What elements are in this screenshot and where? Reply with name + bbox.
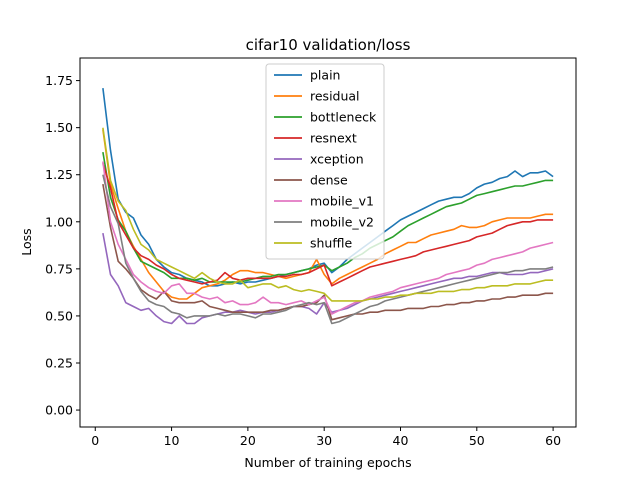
x-tick-label: 60 — [545, 433, 561, 448]
series-line-shuffle — [102, 127, 554, 302]
legend-label: xception — [310, 152, 364, 167]
x-tick-label: 10 — [164, 433, 180, 448]
x-tick-label: 0 — [91, 433, 99, 448]
y-axis-label: Loss — [19, 228, 34, 255]
y-tick-label: 0.50 — [45, 308, 73, 323]
plot-frame — [79, 57, 577, 428]
series-line-mobile-v1 — [102, 161, 554, 315]
x-tick-label: 50 — [469, 433, 485, 448]
axes: 0 10 20 30 40 50 60 0.00 0.25 0.50 0.75 1.00 1.25 1.5… — [45, 73, 561, 448]
legend-label: shuffle — [310, 236, 352, 251]
plot-lines — [102, 88, 554, 325]
series-line-mobile-v2 — [102, 174, 554, 325]
series-line-resnext — [102, 163, 554, 287]
x-tick-label: 20 — [240, 433, 256, 448]
y-tick-label: 1.25 — [45, 167, 73, 182]
x-tick-label: 40 — [393, 433, 409, 448]
legend-label: dense — [310, 173, 348, 188]
x-tick-label: 30 — [316, 433, 332, 448]
legend-label: mobile_v1 — [310, 194, 374, 209]
y-tick-label: 0.00 — [45, 403, 73, 418]
legend: plain residual bottleneck resnext xception de… — [265, 63, 385, 260]
legend-label: resnext — [310, 131, 357, 146]
chart-title: cifar10 validation/loss — [246, 36, 411, 54]
legend-label: plain — [310, 68, 340, 83]
y-tick-label: 1.50 — [45, 120, 73, 135]
x-axis-label: Number of training epochs — [244, 455, 411, 470]
y-tick-label: 0.75 — [45, 261, 73, 276]
y-tick-label: 1.00 — [45, 214, 73, 229]
y-tick-label: 0.25 — [45, 355, 73, 370]
legend-label: bottleneck — [310, 110, 377, 125]
legend-box — [265, 63, 385, 260]
series-line-residual — [102, 129, 554, 300]
legend-label: mobile_v2 — [310, 215, 374, 230]
y-tick-label: 1.75 — [45, 73, 73, 88]
legend-label: residual — [310, 89, 360, 104]
